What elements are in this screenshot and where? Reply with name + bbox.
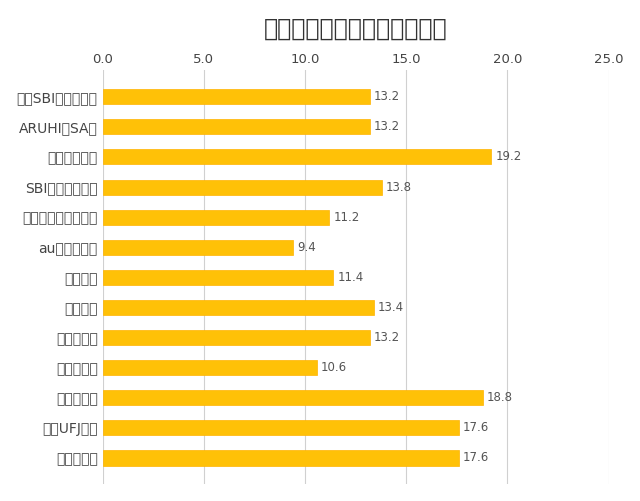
Text: 13.2: 13.2 <box>374 331 400 344</box>
Bar <box>102 89 370 104</box>
Text: 10.6: 10.6 <box>321 361 348 374</box>
Bar <box>102 300 374 315</box>
Bar <box>102 390 483 405</box>
Bar <box>102 330 370 345</box>
Title: 敷居が高い住宅ローンである: 敷居が高い住宅ローンである <box>264 17 447 41</box>
Text: 11.4: 11.4 <box>337 271 364 284</box>
Text: 17.6: 17.6 <box>463 451 489 464</box>
Bar <box>102 209 329 224</box>
Bar <box>102 450 459 465</box>
Bar <box>102 179 382 194</box>
Text: 17.6: 17.6 <box>463 421 489 434</box>
Text: 19.2: 19.2 <box>495 150 522 163</box>
Text: 11.2: 11.2 <box>333 210 360 223</box>
Text: 18.8: 18.8 <box>487 391 513 404</box>
Text: 13.2: 13.2 <box>374 90 400 103</box>
Text: 13.4: 13.4 <box>378 301 404 314</box>
Text: 13.8: 13.8 <box>386 180 412 193</box>
Text: 13.2: 13.2 <box>374 120 400 133</box>
Bar <box>102 149 491 164</box>
Bar <box>102 270 333 285</box>
Bar <box>102 119 370 134</box>
Bar <box>102 240 293 255</box>
Bar <box>102 360 317 375</box>
Text: 9.4: 9.4 <box>297 241 316 254</box>
Bar <box>102 420 459 435</box>
